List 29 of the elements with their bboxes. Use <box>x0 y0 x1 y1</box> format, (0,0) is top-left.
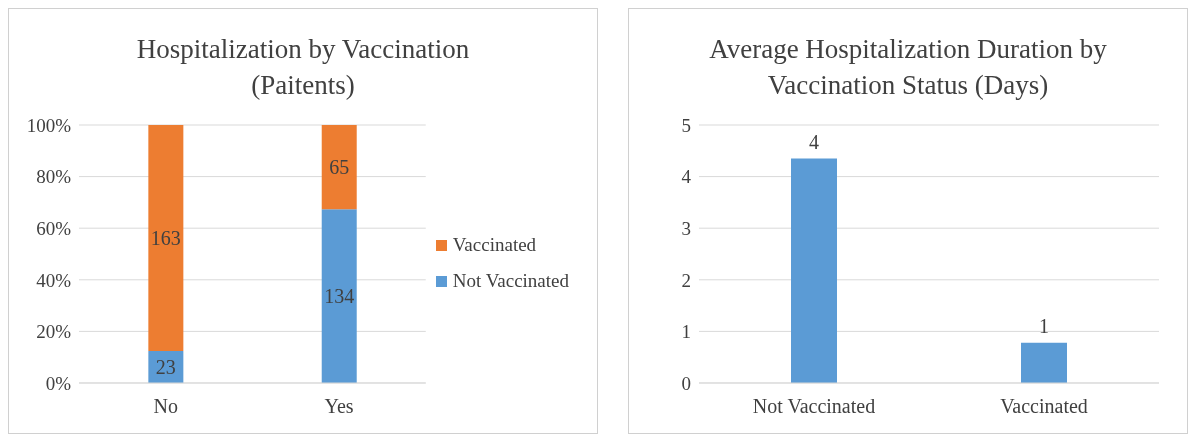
y-tick-label: 0 <box>681 372 691 394</box>
annotation: 134 <box>324 285 355 308</box>
annotation: 65 <box>329 156 350 179</box>
data-label: 1 <box>1039 314 1049 337</box>
y-tick-label: 2 <box>681 269 691 291</box>
y-tick-label: 0% <box>45 372 72 394</box>
y-tick-label: 100% <box>26 114 72 136</box>
legend-label: Not Vaccinated <box>452 270 569 292</box>
x-tick-label: Vaccinated <box>1000 395 1088 418</box>
annotation: 23 <box>155 356 176 378</box>
legend-label: Vaccinated <box>452 234 537 256</box>
bar <box>321 125 357 210</box>
chart-title: Hospitalization by Vaccination (Paitents) <box>135 33 471 102</box>
x-tick-label: Not Vaccinated <box>752 395 876 418</box>
x-tick-label: Yes <box>324 395 354 418</box>
data-label: 4 <box>809 130 819 153</box>
annotation: 163 <box>150 227 181 249</box>
y-tick-label: 5 <box>681 114 691 136</box>
y-tick-label: 1 <box>681 321 691 343</box>
y-tick-label: 3 <box>681 217 691 239</box>
y-tick-label: 60% <box>36 217 72 239</box>
y-tick-label: 40% <box>36 269 72 291</box>
x-tick-label: No <box>153 395 178 418</box>
bar <box>321 209 357 383</box>
bar <box>148 125 184 352</box>
y-tick-label: 4 <box>681 166 692 188</box>
y-tick-label: 80% <box>36 166 72 188</box>
y-tick-label: 20% <box>36 321 72 343</box>
chart-title: Average Hospitalization Duration by Vaccination Status (Days) <box>708 33 1108 102</box>
